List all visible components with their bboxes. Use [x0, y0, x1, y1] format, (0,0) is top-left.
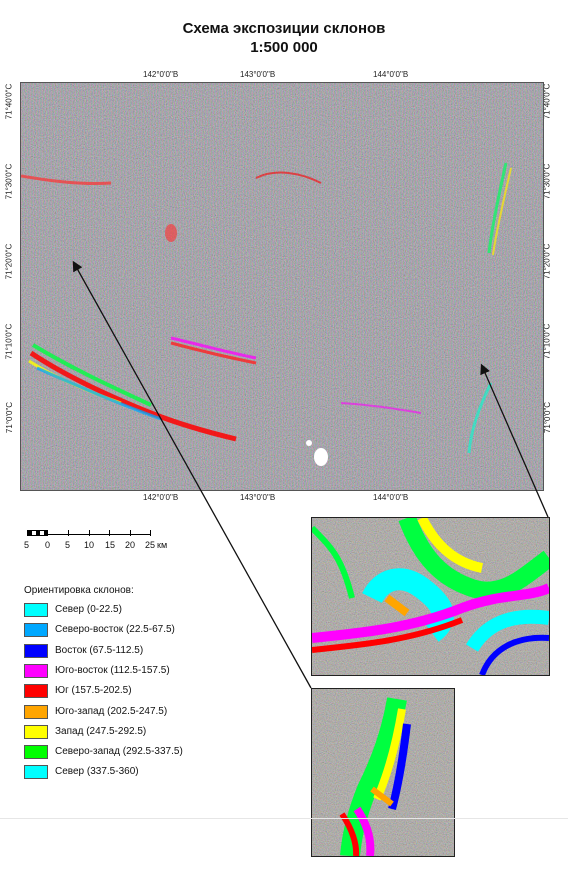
legend-label: Юго-восток (112.5-157.5)	[55, 664, 170, 676]
scale-tick-label: 0	[45, 540, 51, 550]
lat-label-right-7100: 71°0'0"С	[543, 401, 553, 434]
lon-label-bottom-144: 144°0'0"В	[373, 493, 409, 502]
legend-label: Северо-запад (292.5-337.5)	[55, 746, 183, 758]
scale-tick-label: 10	[84, 540, 95, 550]
legend-swatch	[24, 643, 48, 658]
scale-tick-label: 5	[65, 540, 71, 550]
legend-swatch	[24, 745, 48, 760]
lat-label-left-7120: 71°20'0"С	[4, 243, 14, 280]
lat-label-left-7110: 71°10'0"С	[4, 323, 14, 360]
legend-title: Ориентировка склонов:	[24, 585, 134, 596]
legend-swatch	[24, 603, 48, 617]
legend-label: Восток (67.5-112.5)	[55, 644, 144, 656]
legend-swatch	[24, 724, 48, 739]
map-scale-ratio: 1:500 000	[250, 39, 318, 56]
lon-label-bottom-142: 142°0'0"В	[143, 493, 179, 502]
legend-label: Север (0-22.5)	[55, 604, 122, 615]
legend-swatch	[24, 663, 48, 678]
inset-detail-east[interactable]	[311, 517, 550, 676]
scale-tick-label: 25	[145, 540, 156, 550]
scale-tick-label: 5	[24, 540, 30, 550]
legend-swatch	[24, 623, 48, 638]
scale-tick-label: 20	[125, 540, 136, 550]
legend-label: Юг (157.5-202.5)	[55, 685, 132, 697]
lon-label-top-143: 143°0'0"В	[240, 70, 276, 79]
lat-label-left-7130: 71°30'0"С	[4, 163, 14, 200]
lat-label-left-7100: 71°0'0"С	[5, 401, 15, 434]
legend-label: Юго-запад (202.5-247.5)	[55, 705, 168, 717]
legend-label: Северо-восток (22.5-67.5)	[55, 624, 175, 636]
lon-label-top-144: 144°0'0"В	[373, 70, 409, 79]
scale-bar	[27, 530, 151, 538]
legend-swatch	[24, 684, 48, 699]
legend-label: Север (337.5-360)	[55, 766, 139, 778]
footer-divider	[0, 818, 568, 819]
map-title: Схема экспозиции склонов	[182, 20, 386, 37]
legend-swatch	[24, 704, 48, 719]
lon-label-bottom-143: 143°0'0"В	[240, 493, 276, 502]
lon-label-top-142: 142°0'0"В	[143, 70, 179, 79]
aspect-map[interactable]	[20, 82, 544, 491]
legend-swatch	[24, 765, 48, 780]
inset-detail-west[interactable]	[311, 688, 455, 857]
scale-tick-label: 15	[105, 540, 116, 550]
scale-unit-label: км	[157, 540, 168, 550]
lat-label-left-7140: 71°40'0"С	[4, 83, 14, 120]
legend-label: Запад (247.5-292.5)	[55, 725, 147, 737]
